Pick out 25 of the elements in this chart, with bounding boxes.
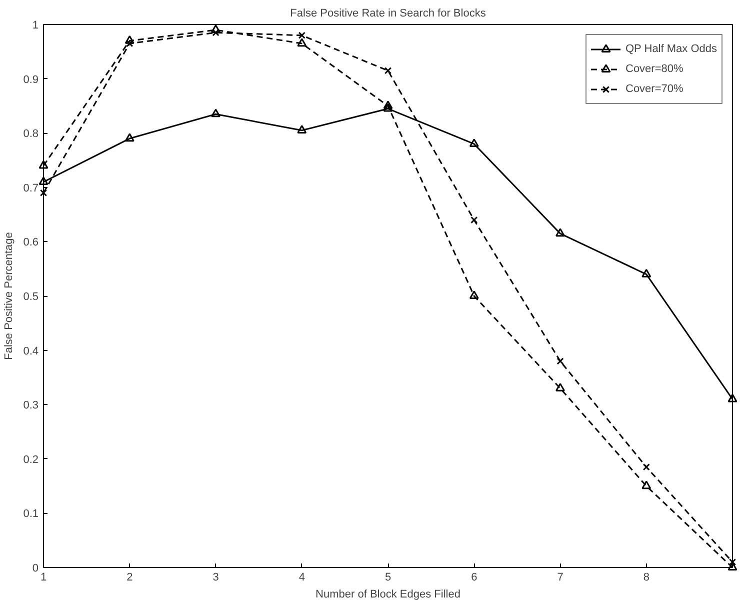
x-tick-label: 2 [126, 572, 133, 584]
chart-title: False Positive Rate in Search for Blocks [290, 8, 486, 20]
y-tick-label: 0 [32, 562, 39, 574]
y-tick-label: 0.6 [23, 236, 39, 249]
x-tick-label: 6 [471, 572, 478, 584]
x-tick-label: 7 [557, 572, 564, 584]
x-tick-label: 4 [298, 572, 305, 584]
y-tick-label: 0.4 [23, 345, 39, 358]
y-tick-label: 0.5 [23, 291, 39, 303]
x-tick-label: 8 [643, 572, 650, 584]
x-tick-label: 1 [40, 572, 47, 584]
y-axis-title: False Positive Percentage [3, 232, 16, 360]
legend-label: Cover=80% [626, 63, 684, 75]
x-axis-title: Number of Block Edges Filled [316, 588, 460, 600]
y-tick-label: 0.3 [23, 400, 39, 412]
legend-label: Cover=70% [626, 83, 684, 95]
x-tick-label: 3 [212, 572, 219, 584]
y-tick-label: 0.2 [23, 454, 39, 466]
y-tick-label: 0.7 [23, 182, 39, 194]
y-tick-label: 0.1 [23, 508, 39, 520]
y-tick-label: 0.9 [23, 74, 39, 86]
x-tick-label: 5 [384, 572, 392, 584]
legend-label: QP Half Max Odds [626, 43, 717, 55]
y-tick-label: 0.8 [23, 128, 39, 140]
y-tick-label: 1 [32, 20, 39, 32]
